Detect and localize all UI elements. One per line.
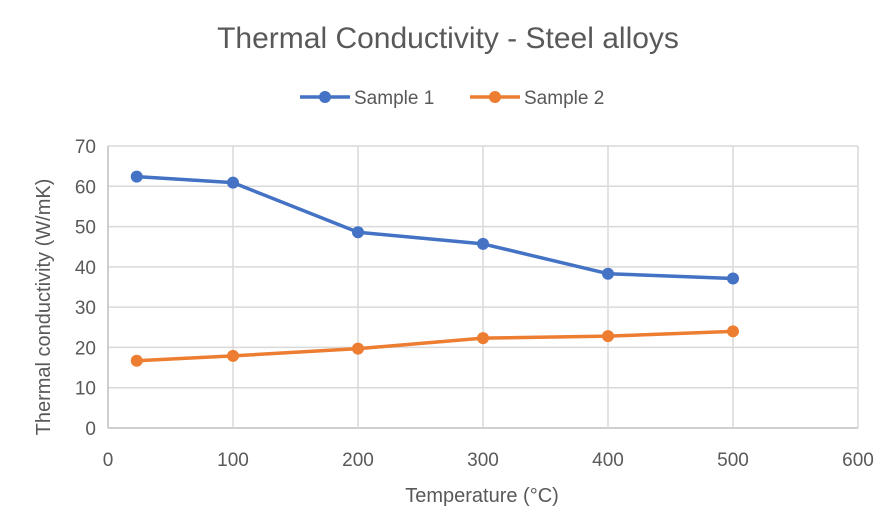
- x-tick-label: 200: [342, 450, 374, 471]
- data-point-series-2: [352, 342, 364, 355]
- data-point-series-1: [602, 267, 614, 280]
- data-point-series-1: [477, 237, 489, 250]
- data-point-series-1: [227, 176, 239, 189]
- chart-title: Thermal Conductivity - Steel alloys: [217, 22, 679, 55]
- y-tick-label: 30: [75, 298, 96, 319]
- tick-labels: 0 10 20 30 40 50 60 70 0 100 200 300 400 500 600: [75, 137, 874, 471]
- y-tick-label: 20: [75, 338, 96, 359]
- y-axis-label: Thermal conductivity (W/mK): [33, 179, 55, 436]
- data-point-series-2: [602, 330, 614, 343]
- x-tick-label: 600: [842, 450, 874, 471]
- data-point-series-2: [227, 349, 239, 362]
- legend-label-2: Sample 2: [524, 88, 604, 109]
- y-tick-label: 40: [75, 258, 96, 279]
- legend: Sample 1 Sample 2: [300, 88, 604, 109]
- y-tick-label: 70: [75, 137, 96, 158]
- gridlines: [107, 145, 859, 429]
- x-tick-label: 500: [717, 450, 749, 471]
- y-tick-label: 10: [75, 379, 96, 400]
- x-tick-label: 0: [103, 450, 114, 471]
- data-point-series-1: [130, 170, 143, 183]
- data-point-series-1: [727, 272, 739, 285]
- y-tick-label: 0: [85, 419, 96, 440]
- data-point-series-1: [352, 226, 364, 239]
- x-tick-label: 100: [217, 450, 249, 471]
- series-group: [130, 170, 739, 367]
- data-point-series-2: [477, 332, 489, 345]
- x-axis-label: Temperature (°C): [405, 485, 559, 507]
- legend-label-1: Sample 1: [354, 88, 434, 109]
- legend-marker-2: [489, 91, 501, 103]
- legend-marker-1: [319, 91, 331, 103]
- data-point-series-2: [130, 354, 143, 367]
- y-tick-label: 50: [75, 218, 96, 239]
- y-tick-label: 60: [75, 177, 96, 198]
- series-line-1: [136, 174, 734, 281]
- data-point-series-2: [727, 325, 739, 338]
- x-tick-label: 300: [467, 450, 499, 471]
- series-line-2: [136, 329, 734, 363]
- x-tick-label: 400: [592, 450, 624, 471]
